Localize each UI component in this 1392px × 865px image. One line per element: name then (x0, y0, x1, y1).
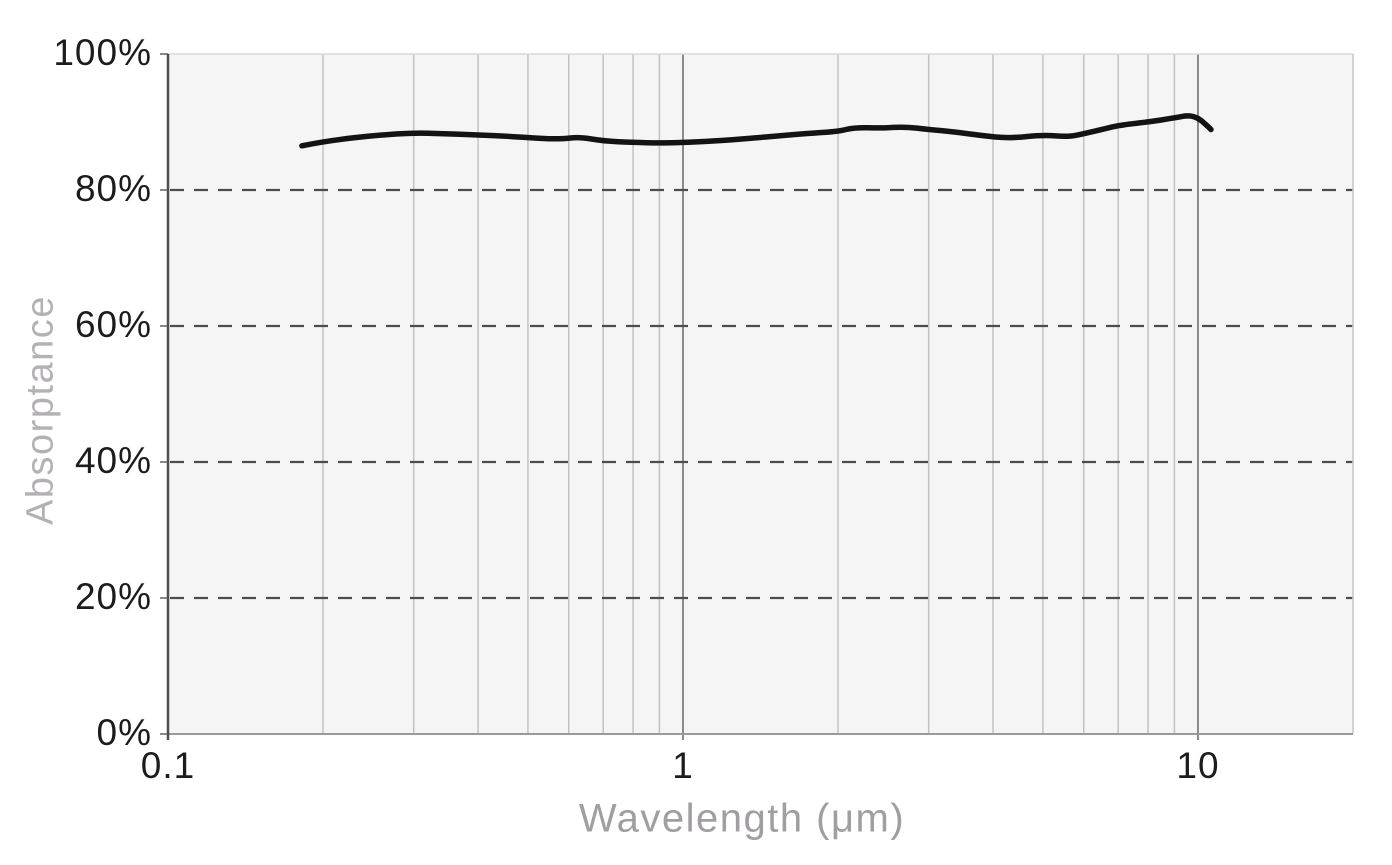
y-tick-label-80: 80% (74, 168, 152, 210)
y-tick-label-40: 40% (74, 440, 152, 482)
y-tick-label-60: 60% (74, 304, 152, 346)
series-line-absorptance (299, 113, 1214, 149)
y-tick-label-20: 20% (74, 576, 152, 618)
x-tick-label-0_1: 0.1 (140, 745, 196, 786)
x-tick-label-10: 10 (1176, 745, 1220, 786)
y-tick-label-100: 100% (53, 32, 152, 74)
plot-background (168, 54, 1353, 734)
y-axis-title: Absorptance (19, 295, 62, 525)
x-axis-title: Wavelength (μm) (578, 796, 906, 841)
x-tick-label-1: 1 (672, 745, 694, 786)
y-tick-label-0: 0% (96, 712, 152, 754)
